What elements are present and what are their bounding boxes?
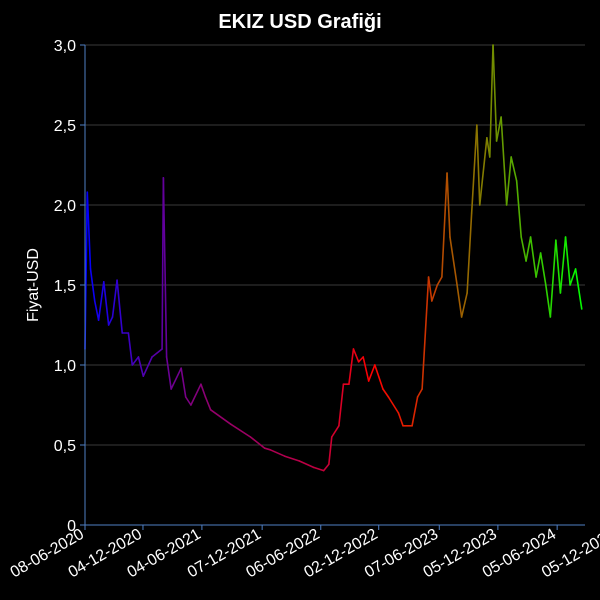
series-segment: [348, 348, 355, 386]
series-segment: [229, 423, 252, 438]
series-segment: [165, 356, 172, 390]
series-segment: [535, 252, 542, 278]
series-segment: [539, 252, 547, 286]
series-segment: [127, 332, 134, 366]
series-segment: [362, 356, 370, 382]
series-segment: [446, 172, 451, 238]
series-segment: [456, 284, 463, 318]
y-tick-label: 3,0: [54, 38, 76, 55]
price-series: [84, 44, 583, 472]
series-segment: [352, 348, 360, 363]
y-tick-label: 1,5: [54, 278, 76, 295]
series-segment: [525, 236, 532, 262]
series-segment: [382, 388, 390, 398]
series-segment: [162, 177, 168, 358]
series-segment: [529, 236, 537, 278]
series-segment: [137, 356, 145, 378]
series-segment: [549, 239, 557, 318]
series-segment: [151, 348, 163, 358]
series-segment: [416, 388, 423, 398]
series-segment: [263, 447, 272, 451]
series-segment: [367, 364, 376, 382]
series-segment: [387, 396, 400, 414]
series-segment: [427, 276, 433, 302]
series-segment: [170, 367, 182, 390]
series-segment: [492, 44, 498, 142]
series-segment: [545, 284, 552, 318]
series-segment: [184, 396, 192, 406]
series-segment: [322, 463, 330, 472]
series-segment: [441, 172, 448, 278]
series-segment: [510, 156, 518, 182]
series-segment: [478, 137, 488, 206]
series-segment: [180, 367, 187, 398]
y-tick-labels: 0 0,5 1,0 1,5 2,0 2,5 3,0: [54, 38, 76, 535]
series-segment: [555, 239, 562, 294]
series-segment: [476, 124, 481, 206]
y-axis-label: Fiyat-USD: [25, 248, 42, 322]
y-tick-label: 1,0: [54, 358, 76, 375]
y-tick-label: 0: [67, 518, 76, 535]
series-segment: [488, 44, 494, 158]
series-segment: [89, 268, 96, 302]
series-segment: [411, 396, 419, 427]
series-segment: [466, 212, 473, 294]
series-segment: [495, 116, 502, 142]
series-segment: [111, 279, 118, 318]
series-segment: [421, 276, 430, 390]
series-segment: [357, 356, 364, 363]
series-segment: [204, 396, 212, 411]
series-segment: [328, 436, 333, 466]
series-segment: [569, 268, 577, 286]
series-segment: [505, 156, 512, 206]
series-segment: [520, 236, 527, 262]
series-segment: [431, 284, 439, 302]
series-segment: [107, 316, 114, 326]
series-segment: [284, 455, 301, 462]
series-segment: [397, 412, 404, 427]
series-segment: [460, 292, 468, 318]
series-segment: [574, 268, 583, 310]
series-segment: [338, 383, 345, 427]
series-segment: [298, 460, 315, 469]
series-segment: [559, 236, 567, 294]
series-segment: [97, 280, 105, 322]
series-segment: [200, 383, 207, 398]
y-tick-label: 2,5: [54, 118, 76, 135]
series-segment: [249, 436, 266, 450]
series-segment: [190, 383, 202, 406]
series-segment: [312, 466, 325, 472]
y-tick-label: 2,0: [54, 198, 76, 215]
series-segment: [470, 124, 478, 214]
series-segment: [449, 236, 458, 286]
series-segment: [269, 448, 286, 458]
grid-lines: [80, 44, 585, 530]
series-segment: [330, 424, 340, 438]
series-segment: [374, 364, 384, 390]
series-segment: [515, 180, 523, 238]
series-segment: [93, 300, 100, 322]
series-segment: [436, 276, 443, 286]
series-segment: [131, 356, 140, 366]
series-segment: [209, 408, 232, 426]
series-segment: [102, 280, 110, 326]
chart-title: EKIZ USD Grafiği: [218, 11, 381, 33]
series-segment: [564, 236, 571, 286]
series-segment: [142, 356, 153, 378]
y-tick-label: 0,5: [54, 438, 76, 455]
series-segment: [116, 279, 124, 334]
series-segment: [500, 116, 508, 206]
x-tick-labels: 08-06-202004-12-202004-06-202107-12-2021…: [8, 526, 600, 582]
series-segment: [86, 191, 92, 270]
